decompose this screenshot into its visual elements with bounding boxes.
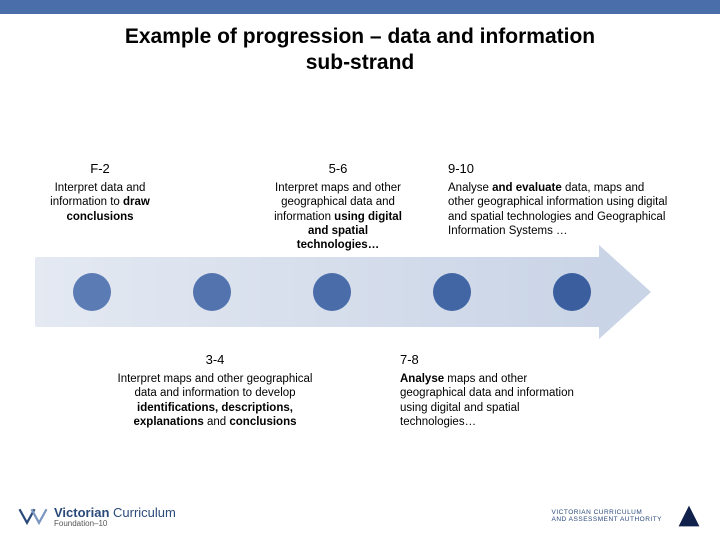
- arrow-dot-2: [193, 273, 231, 311]
- stage-3-4-level: 3-4: [115, 352, 315, 368]
- arrow-dot-4: [433, 273, 471, 311]
- footer: Victorian Curriculum Foundation–10 VICTO…: [0, 492, 720, 540]
- stage-7-8-text: Analyse maps and other geographical data…: [400, 373, 574, 428]
- stage-f2-level: F-2: [50, 161, 150, 177]
- vc-rest: Curriculum: [109, 505, 175, 520]
- stage-5-6: 5-6 Interpret maps and other geographica…: [268, 161, 408, 253]
- diagram-area: F-2 Interpret data and information to dr…: [0, 77, 720, 477]
- arrow-head-icon: [599, 245, 651, 339]
- arrow-dot-1: [73, 273, 111, 311]
- stage-7-8: 7-8 Analyse maps and other geographical …: [400, 352, 595, 430]
- vcaa-logo-text: VICTORIAN CURRICULUM AND ASSESSMENT AUTH…: [552, 509, 662, 523]
- stage-9-10-level: 9-10: [448, 161, 673, 177]
- stage-9-10-text: Analyse and evaluate data, maps and othe…: [448, 182, 667, 237]
- stage-3-4-text: Interpret maps and other geographical da…: [118, 373, 313, 428]
- right-logos: VICTORIAN CURRICULUM AND ASSESSMENT AUTH…: [552, 503, 702, 529]
- slide-title: Example of progression – data and inform…: [0, 24, 720, 77]
- vcaa-line-1: VICTORIAN CURRICULUM: [552, 509, 662, 516]
- top-accent-bar: [0, 0, 720, 14]
- victoria-state-logo-icon: [676, 503, 702, 529]
- victorian-curriculum-logo: Victorian Curriculum Foundation–10: [18, 505, 176, 528]
- stage-5-6-text: Interpret maps and other geographical da…: [274, 182, 402, 252]
- vc-mark-icon: [18, 506, 48, 526]
- vc-sub: Foundation–10: [54, 519, 176, 528]
- title-line-1: Example of progression – data and inform…: [125, 25, 595, 48]
- stage-5-6-level: 5-6: [268, 161, 408, 177]
- stage-7-8-level: 7-8: [400, 352, 595, 368]
- vc-bold: Victorian: [54, 505, 109, 520]
- arrow-dot-5: [553, 273, 591, 311]
- stage-9-10: 9-10 Analyse and evaluate data, maps and…: [448, 161, 673, 239]
- title-line-2: sub-strand: [306, 51, 415, 74]
- progression-arrow: [35, 257, 655, 327]
- stage-3-4: 3-4 Interpret maps and other geographica…: [115, 352, 315, 430]
- arrow-dot-3: [313, 273, 351, 311]
- stage-f2-text: Interpret data and information to draw c…: [50, 182, 150, 223]
- stage-f2: F-2 Interpret data and information to dr…: [50, 161, 150, 224]
- vcaa-line-2: AND ASSESSMENT AUTHORITY: [552, 516, 662, 523]
- vc-logo-text: Victorian Curriculum Foundation–10: [54, 505, 176, 528]
